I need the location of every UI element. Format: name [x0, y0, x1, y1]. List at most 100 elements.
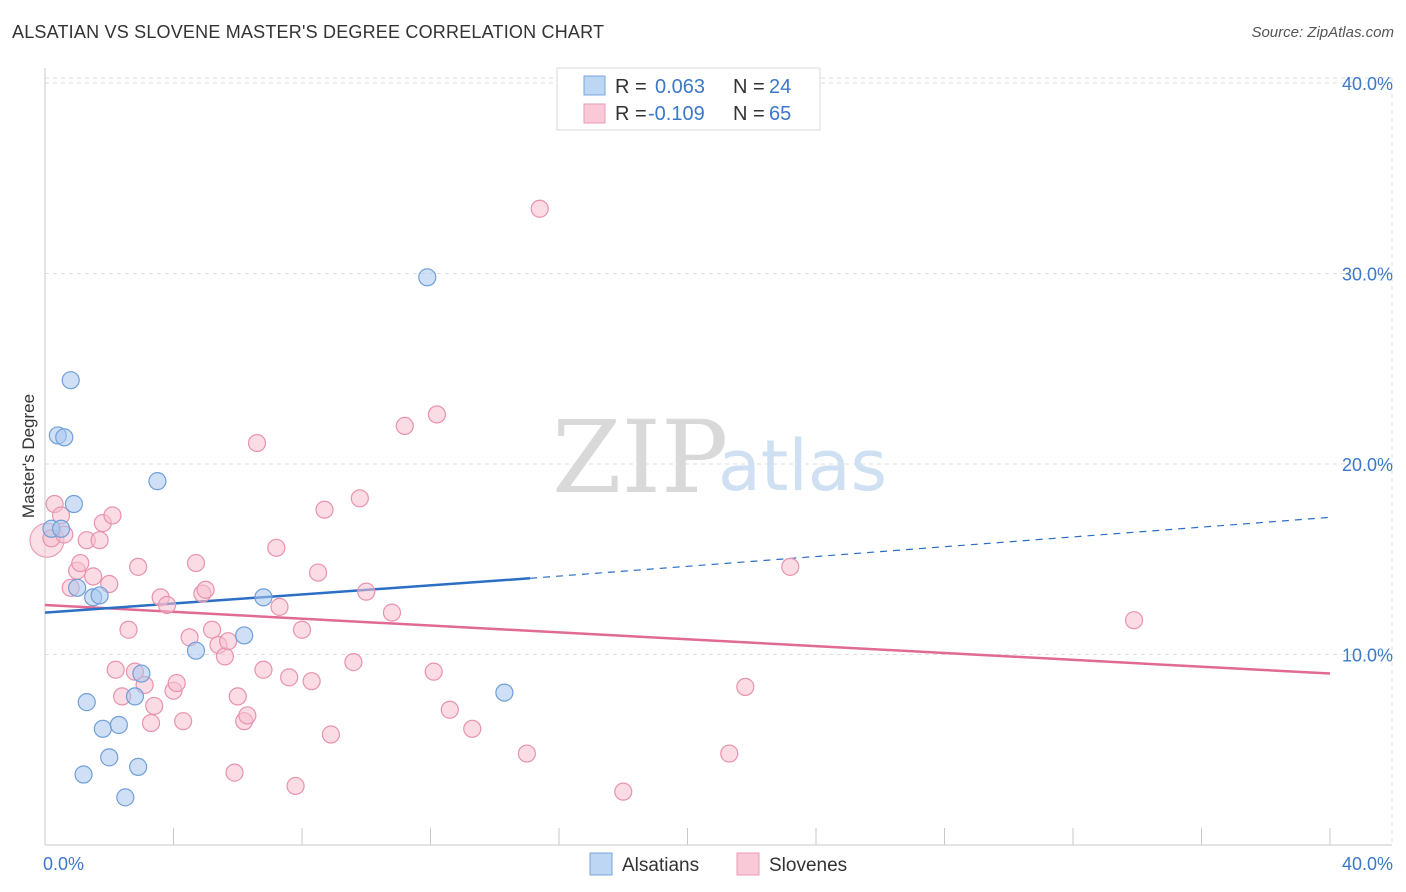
point-alsatians	[186, 641, 206, 660]
point-alsatians	[132, 664, 151, 683]
series-swatch-slovenes	[736, 852, 760, 876]
point-alsatians	[129, 757, 148, 776]
point-slovenes	[157, 595, 177, 615]
point-slovenes	[129, 557, 148, 576]
point-slovenes	[280, 668, 299, 687]
point-slovenes	[382, 603, 402, 622]
point-slovenes	[424, 662, 443, 681]
point-alsatians	[74, 765, 93, 784]
point-slovenes	[167, 673, 186, 693]
point-slovenes	[145, 696, 164, 716]
point-alsatians	[93, 719, 112, 738]
watermark-zip: ZIP	[552, 399, 728, 516]
point-alsatians	[55, 428, 74, 447]
point-alsatians	[61, 371, 80, 390]
legend-n-value-2: 65	[769, 103, 791, 125]
point-alsatians	[254, 588, 273, 607]
axes	[44, 68, 1392, 846]
series-label-alsatians: Alsatians	[622, 855, 699, 876]
series-label-slovenes: Slovenes	[769, 855, 847, 876]
legend-r-value-2: -0.109	[648, 103, 705, 125]
y-tick-label: 20.0%	[1342, 455, 1393, 475]
point-slovenes	[1124, 611, 1144, 630]
point-slovenes	[315, 500, 334, 519]
point-slovenes	[267, 538, 286, 557]
x-tick-label-min: 0.0%	[43, 854, 84, 874]
point-slovenes	[202, 620, 222, 639]
point-slovenes	[254, 660, 273, 679]
source-label: Source: ZipAtlas.com	[1251, 24, 1394, 41]
point-slovenes	[106, 660, 125, 679]
point-alsatians	[125, 687, 145, 706]
point-slovenes	[219, 632, 238, 651]
point-slovenes	[215, 647, 234, 666]
point-slovenes	[119, 620, 138, 639]
x-tick-label-max: 40.0%	[1342, 854, 1393, 874]
point-slovenes	[530, 199, 549, 218]
point-slovenes	[736, 677, 755, 696]
point-alsatians	[495, 683, 514, 702]
legend-n-label-2: N =	[733, 103, 765, 125]
legend-n-value-1: 24	[769, 76, 791, 98]
legend-r-label-1: R =	[615, 76, 647, 98]
trend-line-alsatians	[44, 577, 531, 614]
point-slovenes	[270, 597, 289, 616]
point-slovenes	[174, 712, 193, 731]
point-alsatians	[116, 788, 135, 807]
point-slovenes	[228, 687, 247, 706]
point-alsatians	[418, 268, 437, 287]
point-slovenes	[427, 405, 447, 424]
legend-r-label-2: R =	[615, 103, 647, 125]
y-axis-label: Master's Degree	[19, 394, 38, 518]
watermark-atlas: atlas	[718, 425, 887, 507]
trend-line-alsatians-projection	[530, 516, 1331, 579]
point-slovenes	[463, 719, 482, 738]
point-slovenes	[103, 506, 122, 525]
point-slovenes	[186, 553, 206, 573]
trend-lines	[44, 516, 1331, 675]
point-slovenes	[238, 706, 257, 725]
legend-r-value-1: 0.063	[655, 76, 705, 98]
y-tick-label: 30.0%	[1342, 265, 1393, 285]
point-slovenes	[357, 582, 376, 601]
point-alsatians	[68, 578, 87, 597]
series-swatch-alsatians	[589, 852, 613, 876]
point-slovenes	[71, 553, 90, 573]
point-slovenes	[308, 563, 328, 582]
y-tick-label: 40.0%	[1342, 74, 1393, 94]
point-slovenes	[196, 580, 215, 599]
legend-n-label-1: N =	[733, 76, 765, 98]
y-tick-label: 10.0%	[1342, 646, 1393, 666]
point-slovenes	[440, 700, 459, 719]
point-alsatians	[51, 519, 71, 538]
trend-line-slovenes	[44, 603, 1331, 675]
tick-labels: 10.0% 20.0% 30.0% 40.0% 0.0% 40.0%	[43, 74, 1393, 874]
point-slovenes	[350, 489, 369, 508]
point-slovenes	[720, 744, 739, 763]
point-slovenes	[141, 713, 161, 733]
point-slovenes	[321, 725, 341, 744]
series-legend: Alsatians Slovenes	[589, 852, 847, 876]
point-slovenes	[302, 672, 321, 691]
data-points	[29, 199, 1144, 807]
correlation-legend: R = 0.063 N = 24 R = -0.109 N = 65	[556, 67, 821, 131]
legend-swatch-alsatians	[583, 75, 606, 96]
point-slovenes	[247, 433, 267, 453]
point-slovenes	[781, 557, 800, 576]
point-slovenes	[395, 416, 414, 435]
point-alsatians	[109, 715, 128, 735]
point-slovenes	[517, 744, 536, 763]
point-alsatians	[90, 586, 109, 605]
point-slovenes	[84, 567, 103, 586]
chart-title: ALSATIAN VS SLOVENE MASTER'S DEGREE CORR…	[12, 22, 605, 42]
point-slovenes	[614, 782, 633, 801]
point-slovenes	[225, 763, 244, 782]
legend-swatch-slovenes	[583, 103, 606, 124]
point-alsatians	[77, 693, 96, 712]
point-alsatians	[235, 626, 254, 645]
point-alsatians	[64, 494, 84, 514]
point-slovenes	[344, 653, 363, 672]
point-slovenes	[90, 531, 109, 550]
point-slovenes	[292, 620, 312, 639]
